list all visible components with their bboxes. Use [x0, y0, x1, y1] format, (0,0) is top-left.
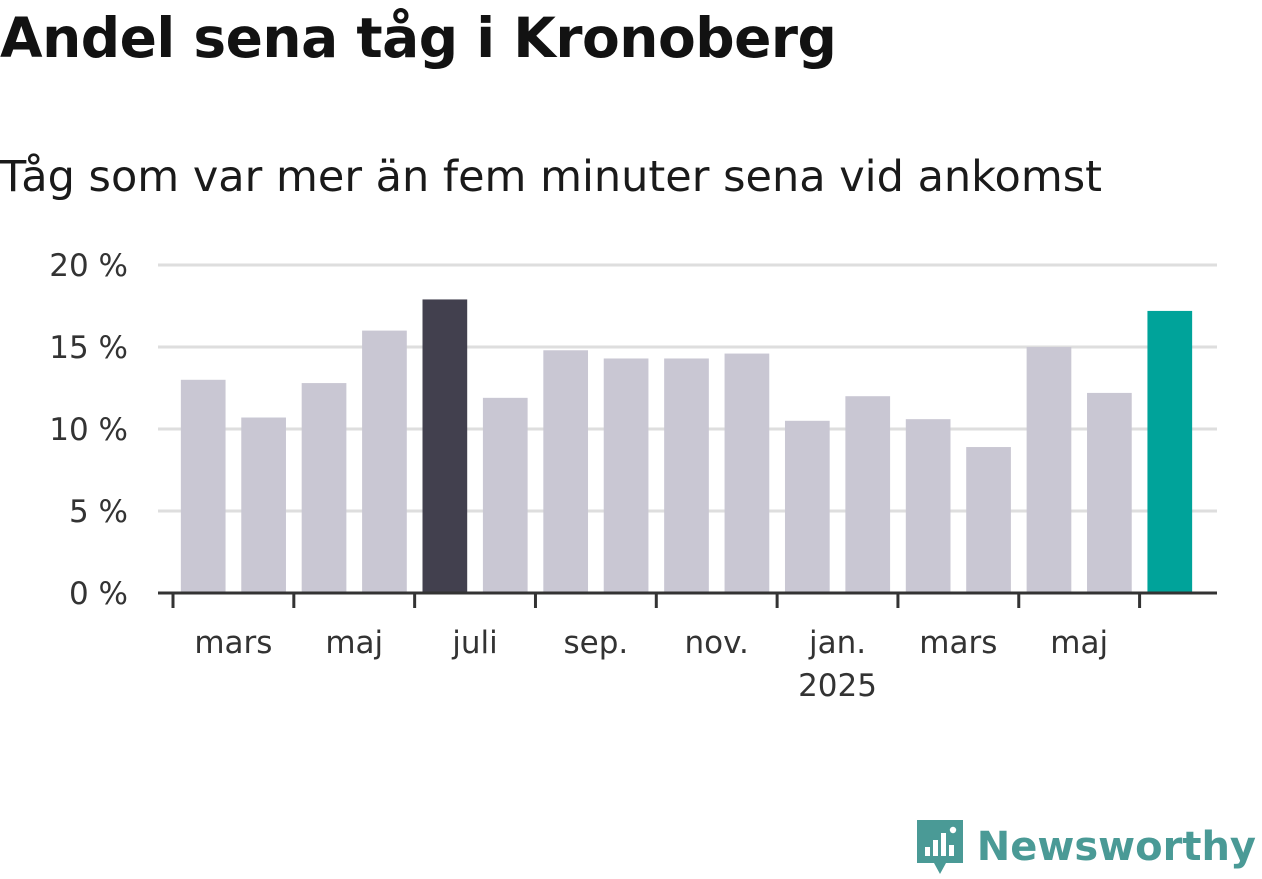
y-tick-label: 20 % — [49, 248, 128, 284]
brand: Newsworthy — [915, 817, 1256, 877]
x-tick-label: mars — [194, 625, 272, 661]
bar — [784, 420, 830, 593]
chart-title: Andel sena tåg i Kronoberg — [0, 6, 837, 70]
bar — [241, 417, 286, 593]
bar — [1147, 310, 1193, 593]
y-tick-label: 0 % — [69, 576, 128, 612]
chart-subtitle: Tåg som var mer än fem minuter sena vid … — [0, 152, 1103, 202]
bar — [724, 353, 770, 593]
bar — [180, 379, 226, 593]
x-tick-label: nov. — [684, 625, 748, 661]
bar — [845, 396, 891, 593]
bar — [301, 383, 347, 593]
y-tick-labels: 0 % 5 % 10 % 15 % 20 % — [49, 248, 128, 612]
y-tick-label: 15 % — [49, 330, 128, 366]
bar — [905, 419, 951, 593]
bar — [422, 299, 468, 593]
bar-chart: 0 % 5 % 10 % 15 % 20 % mars maj juli sep. nov. ja… — [49, 248, 1217, 704]
x-axis — [158, 591, 1217, 608]
bar — [1026, 347, 1072, 593]
x-tick-label: maj — [1050, 625, 1108, 661]
bars — [180, 299, 1193, 593]
x-tick-labels: mars maj juli sep. nov. jan. 2025 mars maj — [194, 625, 1108, 704]
newsworthy-logo-icon — [916, 820, 963, 874]
x-tick-label: mars — [919, 625, 997, 661]
x-tick-label: jan. — [808, 625, 866, 661]
bar — [543, 350, 589, 593]
y-tick-label: 5 % — [69, 494, 128, 530]
brand-name: Newsworthy — [976, 824, 1256, 870]
bar — [482, 397, 528, 593]
bar — [664, 358, 709, 593]
y-tick-label: 10 % — [49, 412, 128, 448]
bar — [966, 447, 1011, 593]
x-tick-year-label: 2025 — [798, 668, 877, 704]
x-tick-label: juli — [451, 625, 498, 661]
bar — [603, 358, 649, 593]
x-tick-label: sep. — [563, 625, 628, 661]
bar — [1087, 392, 1132, 593]
bar — [362, 330, 407, 593]
x-tick-label: maj — [325, 625, 383, 661]
